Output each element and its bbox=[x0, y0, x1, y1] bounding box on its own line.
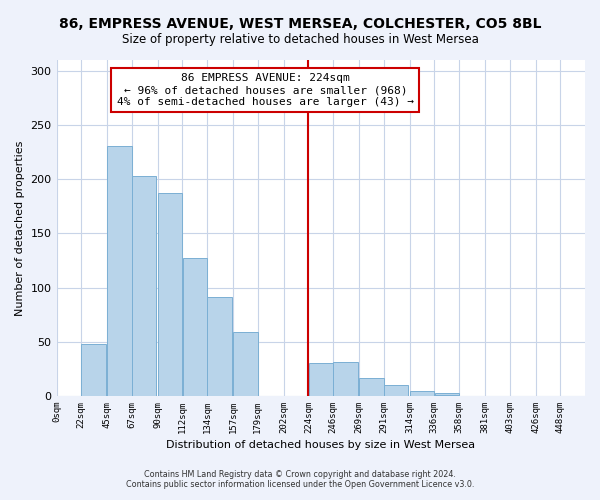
Bar bbox=[410, 390, 434, 396]
X-axis label: Distribution of detached houses by size in West Mersea: Distribution of detached houses by size … bbox=[166, 440, 475, 450]
Bar bbox=[384, 385, 409, 396]
Bar bbox=[308, 364, 333, 396]
Bar bbox=[82, 344, 106, 396]
Bar bbox=[334, 362, 358, 396]
Bar bbox=[107, 146, 132, 396]
Bar bbox=[233, 332, 257, 396]
Text: 86, EMPRESS AVENUE, WEST MERSEA, COLCHESTER, CO5 8BL: 86, EMPRESS AVENUE, WEST MERSEA, COLCHES… bbox=[59, 18, 541, 32]
Bar bbox=[182, 258, 207, 396]
Bar bbox=[434, 392, 459, 396]
Bar bbox=[434, 395, 459, 396]
Text: Contains HM Land Registry data © Crown copyright and database right 2024.
Contai: Contains HM Land Registry data © Crown c… bbox=[126, 470, 474, 489]
Bar bbox=[132, 176, 157, 396]
Text: 86 EMPRESS AVENUE: 224sqm
← 96% of detached houses are smaller (968)
4% of semi-: 86 EMPRESS AVENUE: 224sqm ← 96% of detac… bbox=[117, 74, 414, 106]
Bar bbox=[158, 194, 182, 396]
Bar bbox=[359, 378, 383, 396]
Bar bbox=[208, 298, 232, 396]
Text: Size of property relative to detached houses in West Mersea: Size of property relative to detached ho… bbox=[122, 32, 478, 46]
Y-axis label: Number of detached properties: Number of detached properties bbox=[15, 140, 25, 316]
